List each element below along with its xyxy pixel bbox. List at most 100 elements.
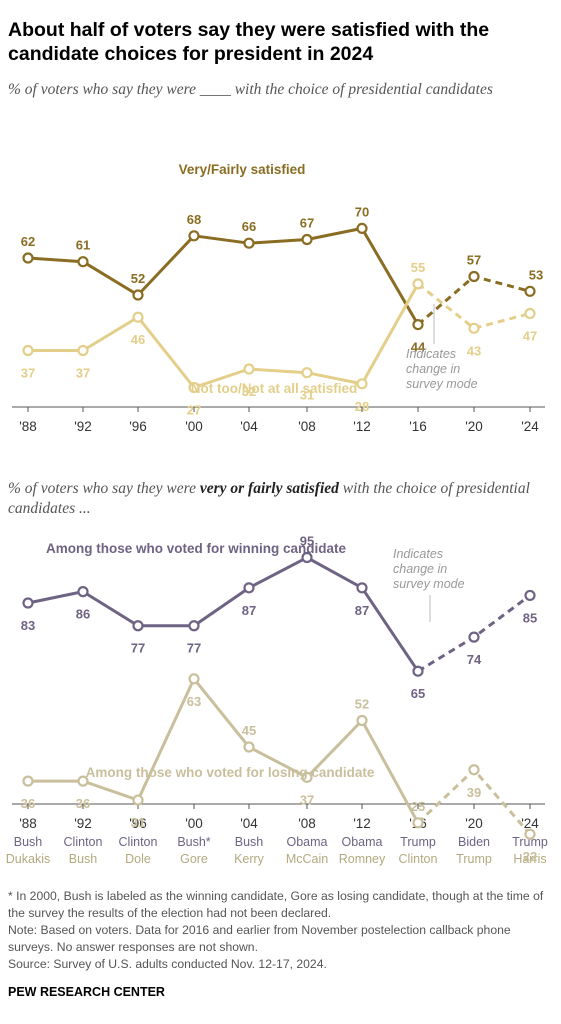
winning-data-label: 83	[21, 618, 35, 633]
satisfied-point	[243, 237, 255, 249]
satisfied-series-label: Very/Fairly satisfied	[179, 162, 306, 177]
loser-name-label: Kerry	[234, 852, 265, 866]
losing-data-label: 52	[355, 696, 369, 711]
chart2-subtitle-emphasis: very or fairly satisfied	[199, 480, 339, 497]
winner-name-label: Bush	[14, 835, 43, 849]
winning-point	[132, 620, 144, 632]
winning-data-label: 77	[187, 641, 201, 656]
satisfied-point	[188, 230, 200, 242]
losing-data-label: 36	[76, 796, 90, 811]
chart1-subtitle: % of voters who say they were ____ with …	[8, 81, 493, 98]
not-satisfied-data-label: 47	[523, 329, 537, 344]
charts-canvas: '88 '92 '96 '00 '04 '08 '12 '16 '20 '24 62 61 52 68 66…	[6, 162, 548, 866]
satisfied-data-label: 52	[131, 271, 145, 286]
loser-name-label: Clinton	[399, 852, 438, 866]
winning-point	[243, 582, 255, 594]
not-satisfied-point	[22, 344, 34, 357]
losing-point	[301, 771, 313, 783]
losing-line	[28, 677, 420, 824]
satisfied-data-label: 61	[76, 238, 90, 253]
loser-name-label: Trump	[456, 852, 492, 866]
satisfied-data-label: 53	[529, 267, 543, 282]
losing-series-label: Among those who voted for losing candida…	[86, 765, 375, 780]
winning-point	[356, 582, 368, 594]
winning-data-label: 77	[131, 641, 145, 656]
winner-name-label: Biden	[458, 835, 490, 849]
winning-data-label: 87	[355, 603, 369, 618]
losing-point	[22, 775, 34, 787]
satisfied-point	[356, 222, 368, 234]
not-satisfied-data-label: 43	[467, 343, 481, 358]
losing-point	[77, 775, 89, 787]
loser-name-label: Dukakis	[6, 852, 50, 866]
satisfied-data-label: 57	[467, 253, 481, 268]
winning-data-label: 65	[411, 686, 425, 701]
satisfied-point	[301, 233, 313, 246]
not-satisfied-point	[468, 322, 480, 334]
losing-point	[468, 764, 480, 776]
satisfied-data-label: 44	[411, 340, 426, 355]
satisfied-point	[77, 256, 89, 268]
chart2-x-tick-label: '00	[185, 816, 203, 831]
chart2-x-tick-label: '08	[298, 816, 316, 831]
satisfied-data-label: 70	[355, 204, 369, 219]
not-satisfied-data-label: 37	[76, 366, 90, 381]
chart1-x-tick-label: '88	[19, 419, 37, 434]
chart2-x-tick-label: '04	[240, 816, 258, 831]
chart1-x-tick-label: '00	[185, 419, 203, 434]
chart1-x-tick-label: '92	[74, 419, 92, 434]
losing-data-label: 37	[300, 792, 314, 807]
winner-name-label: Clinton	[64, 835, 103, 849]
chart2-x-tick-label: '88	[19, 816, 37, 831]
chart1-x-tick-label: '96	[129, 419, 147, 434]
not-satisfied-point	[412, 278, 424, 290]
winning-data-label: 86	[76, 607, 90, 622]
not-satisfied-point	[301, 367, 313, 379]
satisfied-point	[132, 289, 144, 301]
satisfied-data-label: 67	[300, 216, 314, 231]
chart1-x-tick-label: '12	[353, 419, 371, 434]
source-note: Source: Survey of U.S. adults conducted …	[8, 957, 327, 971]
winning-point	[524, 589, 536, 602]
chart1-annotation-line1: Indicates	[406, 347, 456, 361]
losing-point	[243, 741, 255, 753]
footnote-2000: * In 2000, Bush is labeled as the winnin…	[8, 889, 544, 920]
chart1-annotation-line3: survey mode	[406, 377, 478, 391]
satisfied-point	[412, 319, 424, 331]
winning-line	[27, 556, 420, 673]
not-satisfied-series-label: Not too/Not at all satisfied	[191, 381, 358, 396]
winner-name-label: Trump	[512, 835, 548, 849]
not-satisfied-data-label: 46	[131, 332, 145, 347]
chart2-x-tick-label: '92	[74, 816, 92, 831]
not-satisfied-data-label: 37	[21, 366, 35, 381]
winning-data-label: 74	[467, 652, 482, 667]
chart2-subtitle: % of voters who say they were very or fa…	[8, 479, 553, 519]
not-satisfied-point	[356, 378, 368, 390]
chart1-x-tick-label: '20	[465, 419, 483, 434]
winning-point	[468, 631, 480, 643]
losing-data-label: 22	[523, 849, 537, 864]
not-satisfied-point	[524, 307, 536, 320]
losing-point	[188, 673, 200, 685]
methodology-note: Note: Based on voters. Data for 2016 and…	[8, 923, 511, 954]
winner-name-label: Obama	[342, 835, 383, 849]
satisfied-point	[468, 270, 480, 283]
loser-name-label: Harris	[513, 852, 546, 866]
loser-name-label: Bush	[69, 852, 98, 866]
not-satisfied-point	[132, 311, 144, 323]
losing-point	[132, 794, 144, 806]
winning-series-label: Among those who voted for winning candid…	[46, 541, 346, 556]
winning-data-label: 95	[300, 534, 314, 549]
loser-name-label: Dole	[125, 852, 151, 866]
winning-point	[301, 551, 313, 564]
loser-name-label: Romney	[339, 852, 386, 866]
chart2-subtitle-after: with the choice of presidential candidat…	[8, 480, 530, 517]
chart2-x-tick-label: '12	[353, 816, 371, 831]
chart1-x-tick-label: '24	[521, 419, 539, 434]
losing-data-label: 63	[187, 694, 201, 709]
chart2-annotation-line2: change in	[393, 562, 447, 576]
chart1-x-tick-label: '04	[240, 419, 258, 434]
losing-data-label: 25	[411, 799, 425, 814]
loser-name-label: Gore	[180, 852, 208, 866]
not-satisfied-line-dashed	[417, 282, 531, 330]
